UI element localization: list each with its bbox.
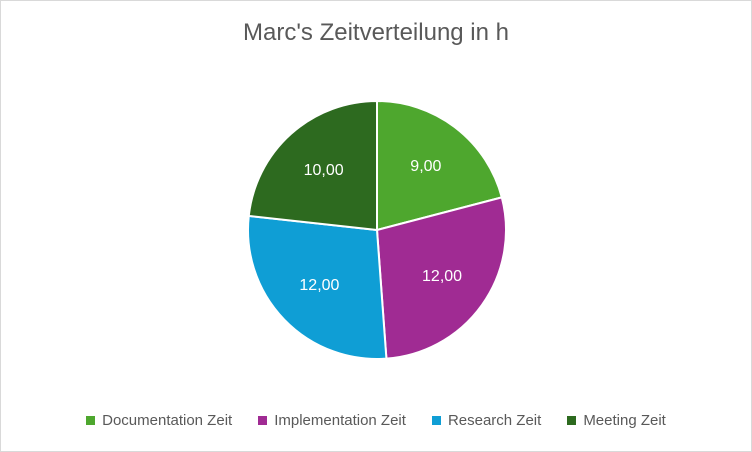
legend-label-implementation: Implementation Zeit — [274, 412, 406, 429]
data-label-documentation: 9,00 — [410, 158, 441, 175]
legend-item-research: Research Zeit — [431, 412, 542, 429]
chart-title: Marc's Zeitverteilung in h — [242, 19, 509, 46]
legend-swatch-research — [431, 416, 441, 425]
data-label-implementation: 12,00 — [422, 268, 462, 285]
legend-item-implementation: Implementation Zeit — [258, 412, 406, 429]
pie-slice-implementation — [375, 196, 507, 360]
legend-label-meeting: Meeting Zeit — [583, 412, 666, 429]
data-label-meeting: 10,00 — [304, 162, 344, 179]
pie-slice-meeting — [247, 99, 378, 232]
legend-swatch-documentation — [86, 416, 96, 425]
pie-slice-documentation — [376, 99, 504, 232]
legend-swatch-implementation — [258, 416, 268, 425]
data-label-research: 12,00 — [299, 277, 339, 294]
pie-slice-research — [247, 214, 388, 360]
legend-label-documentation: Documentation Zeit — [102, 412, 233, 429]
legend-item-meeting: Meeting Zeit — [567, 412, 666, 429]
legend-swatch-meeting — [567, 416, 577, 425]
legend-item-documentation: Documentation Zeit — [86, 412, 232, 429]
legend: Documentation Zeit Implementation Zeit R… — [1, 412, 751, 429]
legend-label-research: Research Zeit — [447, 412, 542, 429]
